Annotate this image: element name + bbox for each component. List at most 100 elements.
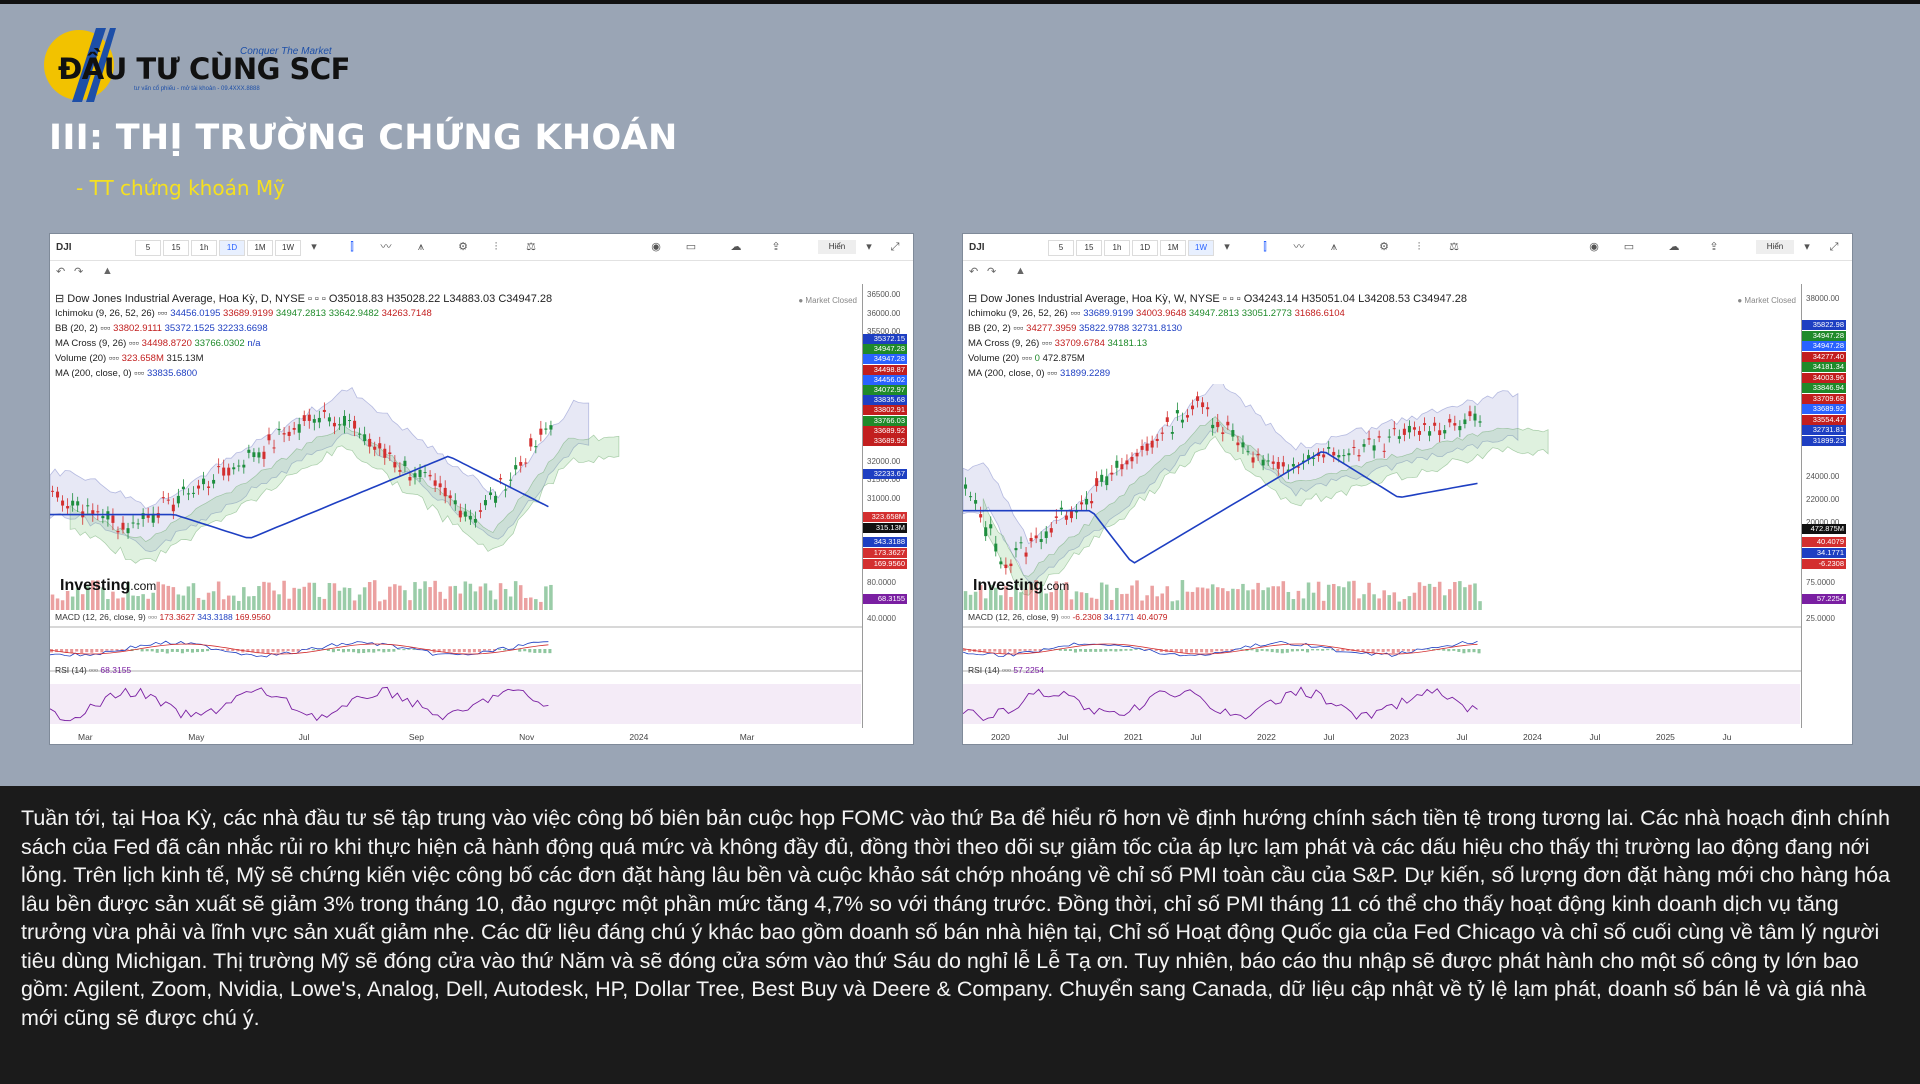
candle-body (1372, 445, 1376, 451)
tf-1d[interactable]: 1D (219, 240, 245, 256)
redo-icon[interactable]: ↷ (74, 266, 84, 278)
compare-icon[interactable]: ⫶ (494, 241, 498, 253)
candle-body (483, 500, 487, 506)
cloud-icon[interactable]: ☁ (730, 241, 742, 253)
tf-15[interactable]: 15 (1076, 240, 1102, 256)
volume-bar (393, 584, 397, 610)
candles-icon[interactable]: ⫿ (350, 241, 354, 253)
macd-histogram-bar (1174, 649, 1178, 652)
cloud-upload-icon[interactable]: ⇪ (771, 241, 781, 253)
tf-15[interactable]: 15 (163, 240, 189, 256)
volume-bar (1301, 598, 1306, 610)
chart-panel-daily[interactable]: DJI 5 15 1h 1D 1M 1W ▾ ⫿ 〰 ⩚ ⚙ ⫶ ⚖ ◉ ▭ ☁… (49, 233, 914, 745)
chevron-down-icon[interactable]: ▾ (866, 241, 872, 253)
macd-histogram-bar (1401, 649, 1405, 651)
tf-1d[interactable]: 1D (1132, 240, 1158, 256)
price-scale-daily[interactable]: 36500.0036000.0035500.0035000.0034500.00… (862, 284, 914, 728)
line-chart-icon[interactable]: 〰 (1293, 241, 1305, 253)
tf-5[interactable]: 5 (1048, 240, 1074, 256)
volume-bar (1226, 591, 1230, 610)
camera-icon[interactable]: ◉ (1589, 241, 1599, 253)
tf-1h[interactable]: 1h (1104, 240, 1130, 256)
macd-histogram-bar (155, 649, 159, 653)
volume-bar (1306, 582, 1311, 610)
price-scale-weekly[interactable]: 38000.00 24000.00 22000.00 20000.00 35822.98… (1801, 284, 1853, 728)
candle-body (443, 487, 447, 497)
candle-body (1095, 478, 1099, 487)
tf-5[interactable]: 5 (135, 240, 161, 256)
redo-icon[interactable]: ↷ (987, 266, 997, 278)
tf-1h[interactable]: 1h (191, 240, 217, 256)
volume-bar (1271, 586, 1275, 610)
candle-body (994, 543, 998, 552)
price-tick: 22000.00 (1806, 495, 1840, 504)
candle-body (297, 424, 301, 433)
candle-body (1009, 563, 1013, 567)
macd-histogram-bar (392, 649, 396, 652)
alert-icon[interactable]: ▲ (1015, 265, 1026, 277)
line-chart-icon[interactable]: 〰 (380, 241, 392, 253)
time-axis-weekly[interactable]: 2020 Jul 2021 Jul 2022 Jul 2023 Jul 2024 Jul 2025 J… (963, 730, 1801, 744)
price-tick: 31500.00 (867, 475, 901, 484)
fullscreen-icon[interactable]: ⤢ (1829, 241, 1839, 253)
macd-histogram-bar (1205, 649, 1209, 653)
macd-histogram-bar (1477, 649, 1481, 654)
ichimoku-v2: 34003.9648 (1136, 308, 1187, 319)
volume-bar (322, 598, 327, 610)
cloud-upload-icon[interactable]: ⇪ (1709, 241, 1719, 253)
candle-body (358, 433, 362, 435)
time-axis-daily[interactable]: Mar May Jul Sep Nov 2024 Mar (50, 730, 862, 744)
indicators-icon[interactable]: ⩚ (417, 241, 425, 253)
macd-histogram-bar (1225, 649, 1229, 651)
tf-1m[interactable]: 1M (247, 240, 273, 256)
chevron-down-icon[interactable]: ▾ (311, 241, 317, 253)
macd-histogram-bar (1154, 649, 1158, 651)
camera-icon[interactable]: ◉ (651, 241, 661, 253)
macd-histogram-bar (180, 649, 184, 654)
macd-histogram-bar (1184, 649, 1188, 653)
display-button[interactable]: Hiển (818, 240, 856, 254)
macd-histogram-bar (1079, 649, 1083, 652)
candle-body (1170, 432, 1174, 434)
symbol-label[interactable]: DJI (969, 242, 985, 253)
macd-histogram-bar (281, 649, 285, 652)
macd-histogram-bar (988, 649, 992, 652)
candles-icon[interactable]: ⫿ (1263, 241, 1267, 253)
chart-panel-weekly[interactable]: DJI 5 15 1h 1D 1M 1W ▾ ⫿ 〰 ⩚ ⚙ ⫶ ⚖ ◉ ▭ ☁… (962, 233, 1853, 745)
legend-rsi: RSI (14) ▫▫▫ 68.3155 (55, 665, 132, 675)
volume-bar (1069, 599, 1074, 610)
layout-icon[interactable]: ▭ (685, 241, 697, 253)
scale-icon[interactable]: ⚖ (1449, 241, 1459, 253)
settings-icon[interactable]: ⚙ (1379, 241, 1389, 253)
indicators-icon[interactable]: ⩚ (1330, 241, 1338, 253)
undo-icon[interactable]: ↶ (56, 266, 66, 278)
tf-1m[interactable]: 1M (1160, 240, 1186, 256)
tf-1w[interactable]: 1W (1188, 240, 1214, 256)
candle-body (141, 513, 145, 520)
candle-body (237, 465, 241, 467)
candle-body (1004, 564, 1008, 569)
tf-1w[interactable]: 1W (275, 240, 301, 256)
chevron-down-icon[interactable]: ▾ (1804, 241, 1810, 253)
macd-histogram-bar (170, 649, 174, 652)
alert-icon[interactable]: ▲ (102, 265, 113, 277)
volume-bar (1458, 581, 1462, 610)
compare-icon[interactable]: ⫶ (1417, 241, 1421, 253)
price-tag: 33846.94 (1802, 383, 1846, 393)
investing-watermark: Investing.com (60, 577, 156, 595)
layout-icon[interactable]: ▭ (1623, 241, 1635, 253)
macd-histogram-bar (1346, 649, 1350, 651)
price-chart-daily[interactable] (50, 384, 862, 730)
display-button[interactable]: Hiển (1756, 240, 1794, 254)
macd-histogram-bar (60, 649, 64, 653)
ichimoku-v3: 34947.2813 (275, 308, 327, 319)
price-chart-weekly[interactable] (963, 384, 1801, 730)
settings-icon[interactable]: ⚙ (458, 241, 468, 253)
cloud-icon[interactable]: ☁ (1668, 241, 1680, 253)
fullscreen-icon[interactable]: ⤢ (890, 241, 900, 253)
volume-bar (983, 598, 988, 610)
scale-icon[interactable]: ⚖ (526, 241, 536, 253)
chevron-down-icon[interactable]: ▾ (1224, 241, 1230, 253)
undo-icon[interactable]: ↶ (969, 266, 979, 278)
symbol-label[interactable]: DJI (56, 242, 72, 253)
